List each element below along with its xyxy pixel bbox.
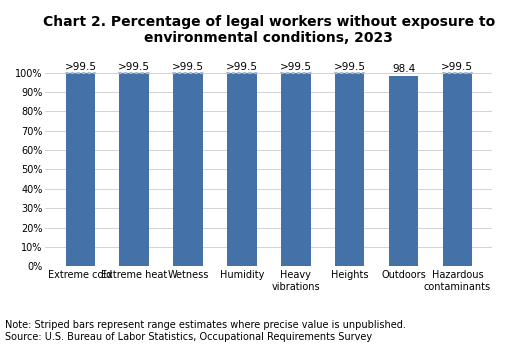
Text: >99.5: >99.5 xyxy=(225,62,258,72)
Bar xyxy=(119,73,149,266)
Bar xyxy=(388,76,417,266)
Bar xyxy=(66,73,95,76)
Text: >99.5: >99.5 xyxy=(118,62,150,72)
Bar xyxy=(280,73,310,76)
Bar xyxy=(66,73,95,266)
Text: >99.5: >99.5 xyxy=(440,62,472,72)
Bar xyxy=(173,73,203,266)
Bar xyxy=(334,73,364,266)
Text: 98.4: 98.4 xyxy=(391,64,414,74)
Bar xyxy=(119,73,149,76)
Bar xyxy=(442,73,471,76)
Bar xyxy=(227,73,256,266)
Text: >99.5: >99.5 xyxy=(279,62,311,72)
Text: >99.5: >99.5 xyxy=(333,62,365,72)
Text: Note: Striped bars represent range estimates where precise value is unpublished.: Note: Striped bars represent range estim… xyxy=(5,320,405,342)
Bar xyxy=(442,73,471,266)
Bar xyxy=(227,73,256,76)
Bar xyxy=(334,73,364,76)
Bar xyxy=(173,73,203,76)
Title: Chart 2. Percentage of legal workers without exposure to
environmental condition: Chart 2. Percentage of legal workers wit… xyxy=(43,15,494,45)
Bar xyxy=(280,73,310,266)
Text: >99.5: >99.5 xyxy=(64,62,96,72)
Text: >99.5: >99.5 xyxy=(172,62,204,72)
